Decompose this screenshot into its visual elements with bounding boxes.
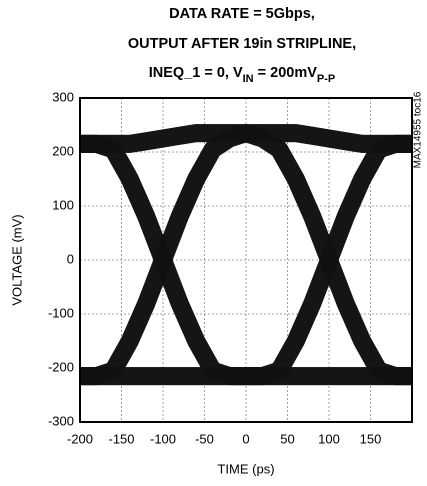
eye-trace <box>80 134 412 386</box>
chart-title: DATA RATE = 5Gbps, <box>169 6 315 22</box>
y-tick-label: -200 <box>48 359 74 374</box>
x-tick-label: -100 <box>150 431 176 446</box>
y-tick-label: 100 <box>52 197 74 212</box>
annotation: MAX14955 toc16 <box>413 91 424 168</box>
x-axis-label: TIME (ps) <box>217 461 274 476</box>
title-part: IN <box>243 73 254 85</box>
chart-title: OUTPUT AFTER 19in STRIPLINE, <box>128 36 356 52</box>
x-tick-label: -50 <box>195 431 214 446</box>
traces <box>80 124 412 386</box>
x-tick-label: 100 <box>318 431 340 446</box>
plot-frame <box>79 97 413 423</box>
y-tick-label: -300 <box>48 413 74 428</box>
chart-title: INEQ_1 = 0, VIN = 200mVP-P <box>149 65 336 85</box>
y-tick-label: -100 <box>48 305 74 320</box>
x-tick-label: -150 <box>108 431 134 446</box>
title-part: = 200mV <box>254 65 318 81</box>
title-part: INEQ_1 = 0, V <box>149 65 243 81</box>
y-tick-label: 300 <box>52 89 74 104</box>
x-tick-label: 150 <box>360 431 382 446</box>
y-tick-label: 200 <box>52 143 74 158</box>
eye-trace <box>80 124 412 153</box>
x-tick-label: 50 <box>280 431 294 446</box>
y-tick-label: 0 <box>67 251 74 266</box>
x-tick-label: 0 <box>242 431 249 446</box>
title-part: P-P <box>317 73 335 85</box>
y-axis-label: VOLTAGE (mV) <box>9 214 24 305</box>
x-tick-label: -200 <box>67 431 93 446</box>
